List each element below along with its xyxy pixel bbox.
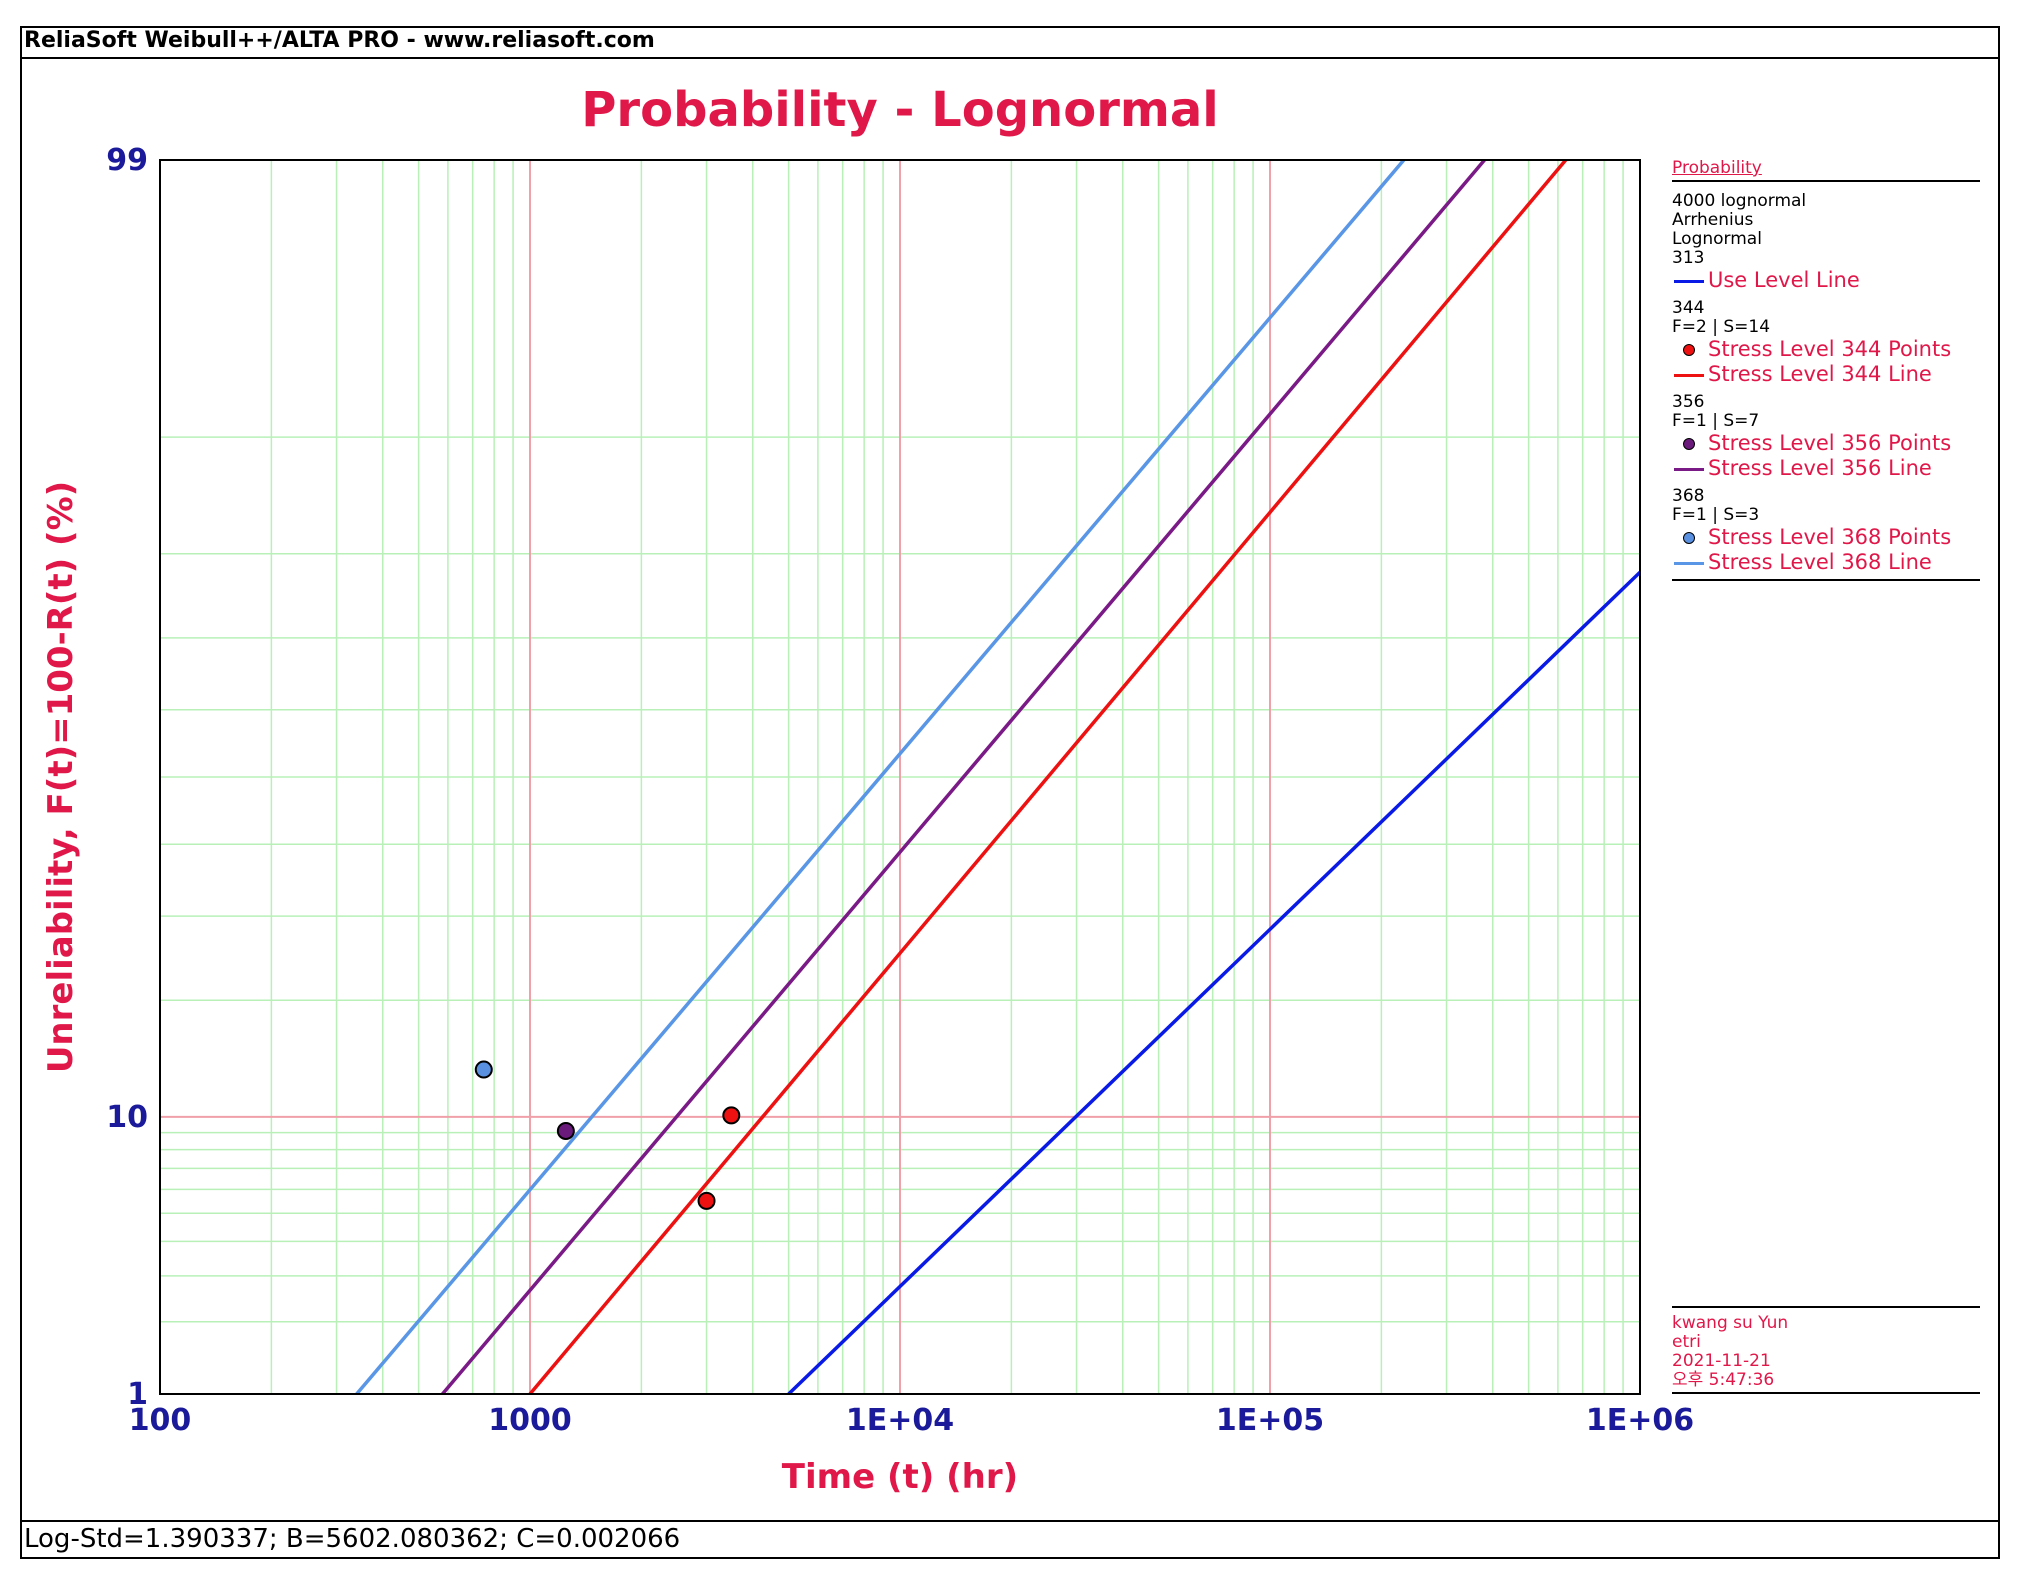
data-point-stress-level-344-points [697,1191,716,1210]
legend-info-1: Arrhenius [1672,210,1754,230]
status-divider [20,1520,2000,1522]
legend-group-368-stress: 368 [1672,486,1705,506]
y-tick-label: 10 [106,1100,148,1135]
point-swatch-icon [1672,434,1708,454]
point-swatch-icon [1672,340,1708,360]
legend-entry-344-line[interactable]: Stress Level 344 Line [1672,362,1980,387]
legend-group-356-stress: 356 [1672,392,1705,412]
title-divider [20,57,2000,59]
user-name: kwang su Yun [1672,1313,1789,1333]
plot-time: 오후 5:47:36 [1672,1370,1775,1390]
chart-title: Probability - Lognormal [581,82,1219,138]
x-tick-label: 1E+04 [846,1403,954,1438]
data-point-stress-level-368-points [474,1060,493,1079]
legend-divider [1672,180,1980,182]
x-tick-label: 1E+05 [1216,1403,1324,1438]
series-stress-level-344-line [528,160,1568,1394]
series-stress-level-368-line [355,160,1406,1394]
point-swatch-icon [1672,528,1708,548]
legend-entry-368-points[interactable]: Stress Level 368 Points [1672,525,1980,550]
legend-entry-use-level-line[interactable]: Use Level Line [1672,268,1980,293]
plot-date: 2021-11-21 [1672,1351,1771,1371]
user-organization: etri [1672,1332,1701,1352]
series-stress-level-356-line [441,160,1486,1394]
legend-entry-label: Stress Level 344 Line [1708,362,1932,386]
chart-window-frame [20,26,2000,1559]
user-info-box: kwang su Yun etri 2021-11-21 오후 5:47:36 [1672,1306,1980,1394]
legend: Probability 4000 lognormal Arrhenius Log… [1672,158,1980,581]
series-points [474,1060,741,1210]
legend-entry-label: Stress Level 368 Line [1708,550,1932,574]
series-lines [355,160,1640,1394]
x-axis-ticks: 100 1000 1E+04 1E+05 1E+06 [129,1403,1694,1438]
y-axis-label: Unreliability, F(t)=100-R(t) (%) [41,481,81,1073]
legend-group-368-counts: F=1 | S=3 [1672,505,1760,525]
user-info-bottom-divider [1672,1392,1980,1394]
legend-group-344-counts: F=2 | S=14 [1672,317,1771,337]
line-swatch-icon [1672,271,1708,291]
legend-entry-356-line[interactable]: Stress Level 356 Line [1672,456,1980,481]
user-info-top-divider [1672,1306,1980,1308]
legend-entry-label: Stress Level 356 Line [1708,456,1932,480]
legend-entry-label: Use Level Line [1708,268,1860,292]
data-point-stress-level-356-points [556,1121,575,1140]
legend-info-2: Lognormal [1672,229,1762,249]
line-swatch-icon [1672,553,1708,573]
x-axis-label: Time (t) (hr) [782,1457,1018,1497]
legend-info-0: 4000 lognormal [1672,191,1807,211]
minor-grid [160,160,1640,1394]
series-use-level-line [787,570,1640,1394]
x-tick-label: 100 [129,1403,192,1438]
legend-entry-label: Stress Level 368 Points [1708,525,1952,549]
y-tick-label: 1 [127,1377,148,1412]
legend-entry-356-points[interactable]: Stress Level 356 Points [1672,431,1980,456]
y-axis-ticks: 1 10 99 [106,143,148,1412]
legend-group-344-stress: 344 [1672,298,1705,318]
status-bar-parameters: Log-Std=1.390337; B=5602.080362; C=0.002… [24,1524,681,1554]
line-swatch-icon [1672,459,1708,479]
legend-bottom-divider [1672,579,1980,581]
x-tick-label: 1000 [488,1403,572,1438]
x-tick-label: 1E+06 [1586,1403,1694,1438]
app-title: ReliaSoft Weibull++/ALTA PRO - www.relia… [24,28,655,53]
legend-info-3: 313 [1672,248,1705,268]
plot-area-border [159,159,1641,1395]
legend-entry-368-line[interactable]: Stress Level 368 Line [1672,550,1980,575]
legend-entry-344-points[interactable]: Stress Level 344 Points [1672,337,1980,362]
y-tick-label: 99 [106,143,148,178]
legend-header: Probability [1672,158,1762,178]
legend-group-356-counts: F=1 | S=7 [1672,411,1760,431]
legend-entry-label: Stress Level 344 Points [1708,337,1952,361]
data-point-stress-level-344-points [722,1106,741,1125]
legend-entry-label: Stress Level 356 Points [1708,431,1952,455]
line-swatch-icon [1672,365,1708,385]
